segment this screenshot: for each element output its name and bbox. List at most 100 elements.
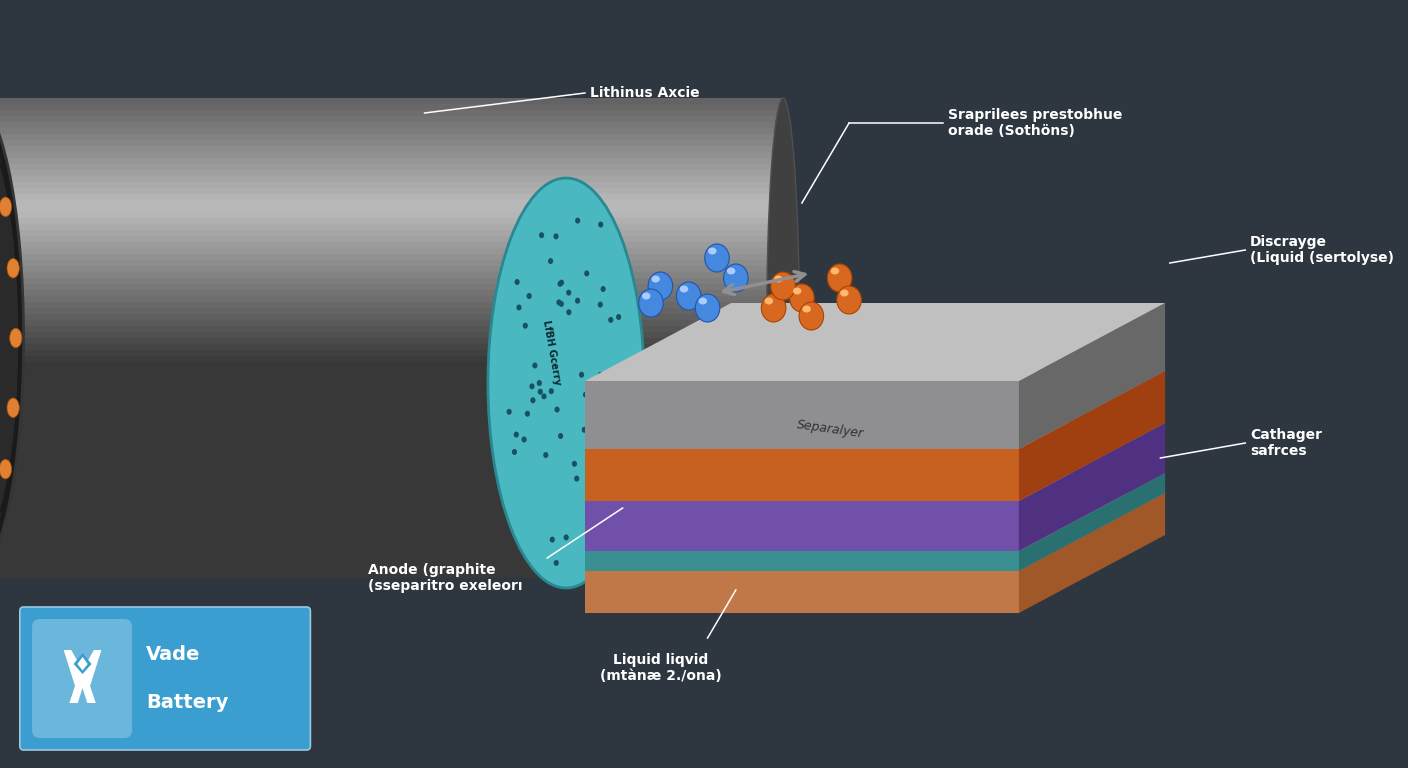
Polygon shape (0, 128, 783, 134)
Polygon shape (73, 653, 92, 674)
Text: Lithinus Axcie: Lithinus Axcie (590, 86, 700, 100)
Ellipse shape (583, 392, 589, 398)
Ellipse shape (774, 276, 783, 283)
Polygon shape (0, 212, 783, 218)
Polygon shape (584, 423, 1164, 501)
Ellipse shape (10, 328, 23, 348)
Polygon shape (0, 392, 783, 398)
Ellipse shape (598, 222, 604, 227)
Ellipse shape (517, 304, 521, 310)
Polygon shape (0, 158, 783, 164)
Ellipse shape (574, 475, 579, 482)
Polygon shape (0, 464, 783, 470)
Polygon shape (584, 449, 1019, 501)
Ellipse shape (553, 233, 559, 240)
Ellipse shape (541, 393, 546, 399)
Polygon shape (0, 338, 783, 344)
Ellipse shape (696, 294, 719, 322)
Polygon shape (0, 200, 783, 206)
Polygon shape (0, 194, 783, 200)
Polygon shape (0, 122, 783, 128)
Polygon shape (0, 206, 783, 212)
Ellipse shape (555, 406, 559, 412)
Polygon shape (0, 536, 783, 542)
Polygon shape (0, 104, 783, 110)
Polygon shape (0, 476, 783, 482)
Ellipse shape (0, 98, 24, 578)
Ellipse shape (836, 286, 862, 314)
Polygon shape (0, 260, 783, 266)
Polygon shape (584, 381, 1019, 449)
Polygon shape (584, 371, 1164, 449)
Ellipse shape (762, 294, 786, 322)
Ellipse shape (525, 411, 529, 417)
Ellipse shape (724, 264, 748, 292)
Text: Sraprilees prestobhue
orade (Sothöns): Sraprilees prestobhue orade (Sothöns) (948, 108, 1122, 138)
Ellipse shape (559, 301, 565, 307)
Polygon shape (1019, 303, 1164, 449)
Ellipse shape (527, 293, 532, 299)
Ellipse shape (566, 290, 572, 296)
Polygon shape (0, 488, 783, 494)
Ellipse shape (513, 449, 517, 455)
Ellipse shape (574, 217, 580, 223)
Ellipse shape (598, 302, 603, 308)
Ellipse shape (611, 512, 615, 518)
Polygon shape (0, 164, 783, 170)
Ellipse shape (648, 272, 673, 300)
FancyBboxPatch shape (32, 619, 132, 738)
Ellipse shape (543, 452, 548, 458)
Ellipse shape (603, 513, 608, 519)
Polygon shape (584, 493, 1164, 571)
Polygon shape (0, 320, 783, 326)
Polygon shape (584, 303, 1164, 381)
Ellipse shape (489, 178, 645, 588)
Text: Anode (graphite
(sseparitro exeleorı: Anode (graphite (sseparitro exeleorı (367, 563, 522, 593)
Polygon shape (0, 326, 783, 332)
Polygon shape (0, 470, 783, 476)
Ellipse shape (841, 290, 849, 296)
Polygon shape (0, 224, 783, 230)
Ellipse shape (597, 372, 603, 378)
Ellipse shape (514, 432, 520, 438)
Ellipse shape (617, 314, 621, 320)
Polygon shape (0, 272, 783, 278)
Polygon shape (0, 572, 783, 578)
Ellipse shape (727, 267, 735, 274)
Ellipse shape (708, 247, 717, 254)
Polygon shape (0, 314, 783, 320)
Text: Discrayge
(Liquid (sertolyse): Discrayge (Liquid (sertolyse) (1250, 235, 1394, 265)
Polygon shape (0, 410, 783, 416)
Polygon shape (0, 512, 783, 518)
Polygon shape (0, 266, 783, 272)
Polygon shape (0, 530, 783, 536)
Ellipse shape (531, 397, 535, 403)
Polygon shape (0, 542, 783, 548)
Polygon shape (0, 110, 783, 116)
Polygon shape (0, 380, 783, 386)
Polygon shape (0, 446, 783, 452)
Ellipse shape (766, 98, 800, 578)
Polygon shape (0, 176, 783, 182)
Polygon shape (0, 374, 783, 380)
Polygon shape (0, 182, 783, 188)
Ellipse shape (521, 436, 527, 442)
Polygon shape (0, 170, 783, 176)
Polygon shape (0, 506, 783, 512)
Ellipse shape (608, 317, 614, 323)
Ellipse shape (639, 289, 663, 317)
Ellipse shape (828, 264, 852, 292)
Ellipse shape (770, 272, 796, 300)
Ellipse shape (803, 306, 811, 313)
Polygon shape (0, 428, 783, 434)
Polygon shape (1019, 493, 1164, 613)
Polygon shape (0, 368, 783, 374)
Polygon shape (0, 146, 783, 152)
Polygon shape (0, 356, 783, 362)
Polygon shape (0, 404, 783, 410)
Text: LfBH Gcerry: LfBH Gcerry (541, 319, 563, 386)
Polygon shape (584, 571, 1019, 613)
Polygon shape (0, 548, 783, 554)
Ellipse shape (549, 537, 555, 543)
Ellipse shape (549, 388, 553, 394)
